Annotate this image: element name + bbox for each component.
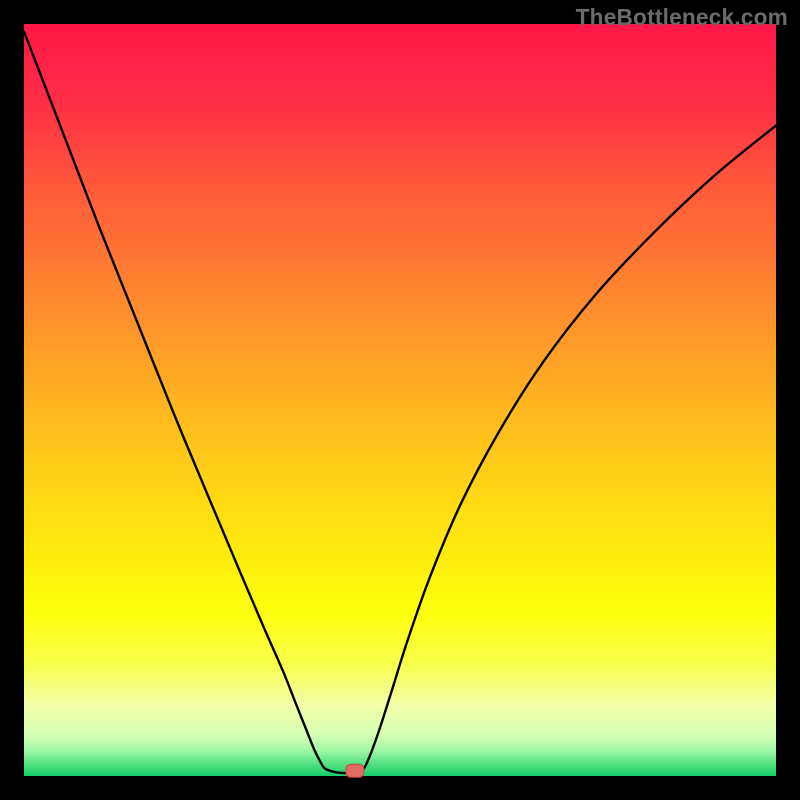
optimal-point-marker [346, 764, 364, 777]
watermark-text: TheBottleneck.com [576, 4, 788, 31]
bottleneck-chart-svg [0, 0, 800, 800]
chart-stage: TheBottleneck.com [0, 0, 800, 800]
